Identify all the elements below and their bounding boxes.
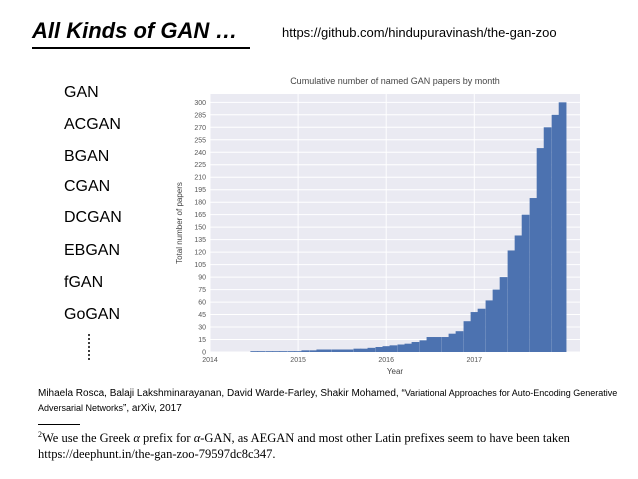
y-tick-label: 60 xyxy=(198,300,206,307)
y-tick-label: 300 xyxy=(194,100,206,107)
chart-bar xyxy=(543,127,552,353)
gan-item-bgan: BGAN xyxy=(64,148,110,165)
chart-bar xyxy=(426,337,435,352)
title-underline xyxy=(32,47,250,49)
y-tick-label: 105 xyxy=(194,262,206,269)
chart-bar xyxy=(558,102,567,352)
footnote-text-c: -GAN, as AEGAN and most other Latin pref… xyxy=(200,431,570,446)
citation-authors: Mihaela Rosca, Balaji Lakshminarayanan, … xyxy=(38,388,405,399)
y-tick-label: 135 xyxy=(194,237,206,244)
chart-bar xyxy=(455,331,464,352)
chart-bar xyxy=(345,349,354,352)
y-tick-label: 255 xyxy=(194,137,206,144)
gan-item-fgan: fGAN xyxy=(64,274,104,291)
chart-bar xyxy=(382,346,391,352)
chart-bar xyxy=(470,312,479,352)
chart-bar xyxy=(360,348,369,352)
citation: Mihaela Rosca, Balaji Lakshminarayanan, … xyxy=(38,386,618,416)
slide-title: All Kinds of GAN … xyxy=(32,18,238,43)
x-tick-label: 2014 xyxy=(202,357,218,364)
chart-bar xyxy=(463,321,472,352)
chart-bar xyxy=(287,351,296,352)
y-tick-label: 285 xyxy=(194,112,206,119)
chart-bar xyxy=(441,337,450,352)
repo-url[interactable]: https://github.com/hindupuravinash/the-g… xyxy=(282,25,557,40)
chart-title: Cumulative number of named GAN papers by… xyxy=(290,76,500,86)
gan-item-cgan: CGAN xyxy=(64,178,111,195)
chart-bar xyxy=(507,250,516,352)
chart-bar xyxy=(477,308,486,352)
vertical-ellipsis xyxy=(86,334,92,362)
chart-bar xyxy=(536,148,545,352)
chart-bar xyxy=(323,349,332,352)
chart-bar xyxy=(514,235,523,352)
footnote-link[interactable]: https://deephunt.in/the-gan-zoo-79597dc8… xyxy=(38,447,276,462)
footnote-rule xyxy=(38,424,80,425)
x-tick-label: 2016 xyxy=(378,357,394,364)
chart-bar xyxy=(397,344,406,352)
chart-bar xyxy=(551,114,560,352)
y-tick-label: 150 xyxy=(194,225,206,232)
footnote: 2We use the Greek α prefix for α-GAN, as… xyxy=(38,427,638,462)
gan-item-gogan: GoGAN xyxy=(64,306,121,323)
chart-bar xyxy=(492,289,501,352)
gan-papers-chart: 0 15 30 45 60 75 90 105 120 135 150 165 180 195 210 225… xyxy=(170,70,602,380)
y-tick-label: 120 xyxy=(194,250,206,257)
gan-item-dcgan: DCGAN xyxy=(64,209,122,226)
chart-bar xyxy=(272,351,281,352)
footnote-text-b: prefix for xyxy=(139,431,194,446)
y-tick-label: 180 xyxy=(194,200,206,207)
x-tick-label: 2017 xyxy=(466,357,482,364)
chart-bar xyxy=(367,347,376,352)
citation-venue: ”, arXiv, 2017 xyxy=(123,403,182,414)
x-tick-label: 2015 xyxy=(290,357,306,364)
chart-bar xyxy=(375,347,384,352)
chart-bar xyxy=(353,348,362,352)
chart-bar xyxy=(294,351,303,352)
chart-bar xyxy=(411,342,420,352)
y-tick-label: 270 xyxy=(194,125,206,132)
y-tick-label: 210 xyxy=(194,175,206,182)
y-tick-label: 90 xyxy=(198,275,206,282)
chart-bar xyxy=(448,333,457,352)
chart-bar xyxy=(433,337,442,352)
chart-bar xyxy=(301,350,310,352)
y-tick-label: 195 xyxy=(194,187,206,194)
chart-bar xyxy=(316,349,325,352)
footnote-text-a: We use the Greek xyxy=(42,431,134,446)
y-axis-label: Total number of papers xyxy=(175,182,184,264)
chart-svg: 0 15 30 45 60 75 90 105 120 135 150 165 180 195 210 225… xyxy=(175,76,580,376)
chart-bar xyxy=(309,350,318,352)
y-tick-label: 15 xyxy=(198,337,206,344)
chart-bar xyxy=(331,349,340,352)
y-tick-label: 45 xyxy=(198,312,206,319)
chart-bar xyxy=(404,343,413,352)
footnote-alpha-2: α xyxy=(193,431,201,446)
y-tick-label: 30 xyxy=(198,325,206,332)
y-tick-label: 75 xyxy=(198,287,206,294)
y-tick-label: 240 xyxy=(194,150,206,157)
chart-bar xyxy=(279,351,288,352)
chart-bar xyxy=(419,340,428,352)
gan-item-gan: GAN xyxy=(64,84,99,101)
chart-bar xyxy=(499,277,508,352)
chart-bar xyxy=(265,351,274,352)
y-tick-label: 225 xyxy=(194,162,206,169)
chart-bar xyxy=(521,214,530,352)
footnote-alpha: α xyxy=(133,431,140,446)
chart-bar xyxy=(389,345,398,352)
chart-bar xyxy=(338,349,347,352)
gan-item-acgan: ACGAN xyxy=(64,116,121,133)
chart-bar xyxy=(485,300,494,352)
chart-bar xyxy=(529,198,538,352)
footnote-number: 2 xyxy=(38,430,42,439)
x-axis-label: Year xyxy=(387,367,404,376)
chart-bar xyxy=(257,351,266,352)
y-tick-label: 165 xyxy=(194,212,206,219)
gan-item-ebgan: EBGAN xyxy=(64,242,121,259)
y-tick-label: 0 xyxy=(202,350,206,357)
citation-paper-title: Variational Approaches for Auto-Encoding… xyxy=(38,388,618,413)
chart-bar xyxy=(250,351,259,352)
